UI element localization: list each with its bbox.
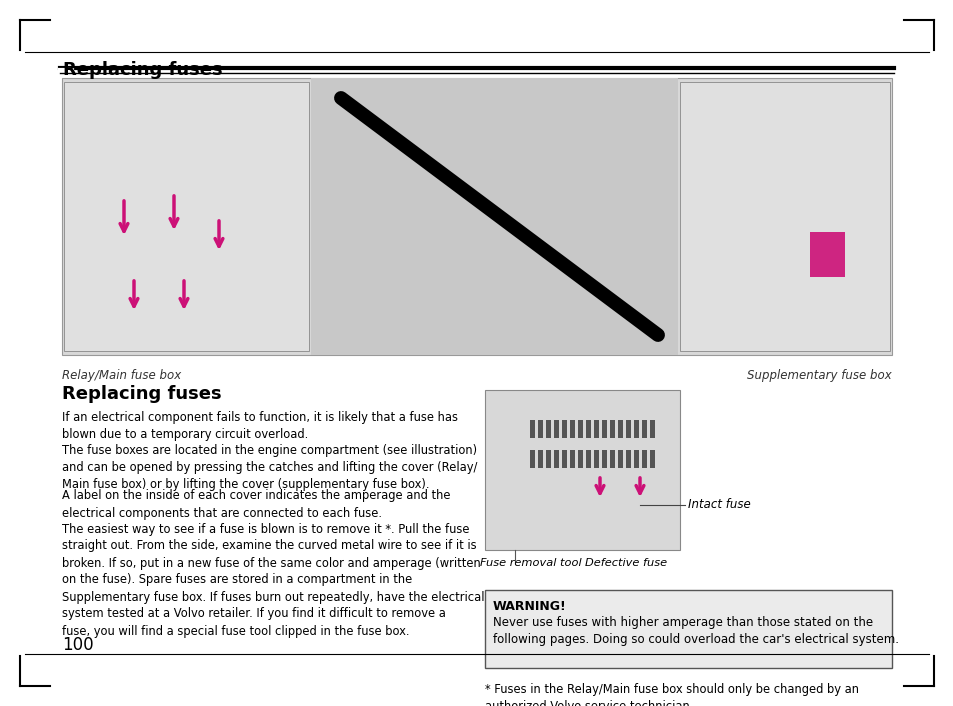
Bar	[545, 450, 551, 468]
Bar	[569, 450, 575, 468]
Text: 100: 100	[62, 636, 93, 654]
Bar	[594, 420, 598, 438]
Bar	[537, 420, 542, 438]
Bar	[649, 450, 655, 468]
Bar	[578, 420, 582, 438]
Bar	[634, 420, 639, 438]
Bar	[62, 78, 891, 355]
Text: The easiest way to see if a fuse is blown is to remove it *. Pull the fuse
strai: The easiest way to see if a fuse is blow…	[62, 522, 484, 638]
Bar	[64, 82, 309, 351]
Bar	[634, 450, 639, 468]
Bar	[809, 232, 844, 277]
Bar	[594, 450, 598, 468]
Bar	[649, 420, 655, 438]
Bar	[609, 420, 615, 438]
Bar	[585, 420, 590, 438]
Bar	[578, 450, 582, 468]
Bar	[618, 420, 622, 438]
Text: Defective fuse: Defective fuse	[584, 558, 666, 568]
Text: Never use fuses with higher amperage than those stated on the
following pages. D: Never use fuses with higher amperage tha…	[493, 616, 898, 646]
Text: If an electrical component fails to function, it is likely that a fuse has
blown: If an electrical component fails to func…	[62, 411, 457, 441]
Bar	[484, 390, 679, 550]
Bar	[641, 420, 646, 438]
Text: Intact fuse: Intact fuse	[687, 498, 750, 512]
Text: Fuse removal tool: Fuse removal tool	[479, 558, 581, 568]
Bar	[679, 82, 889, 351]
Bar	[625, 450, 630, 468]
Text: Replacing fuses: Replacing fuses	[62, 385, 221, 403]
Bar	[537, 450, 542, 468]
Text: * Fuses in the Relay/Main fuse box should only be changed by an
authorized Volvo: * Fuses in the Relay/Main fuse box shoul…	[484, 683, 858, 706]
Text: WARNING!: WARNING!	[493, 600, 566, 613]
Bar	[484, 590, 891, 668]
Bar	[625, 420, 630, 438]
Bar	[530, 420, 535, 438]
Bar	[554, 420, 558, 438]
Bar	[311, 78, 678, 355]
Bar	[601, 420, 606, 438]
Bar	[554, 450, 558, 468]
Bar	[641, 450, 646, 468]
Text: Replacing fuses: Replacing fuses	[63, 61, 222, 79]
Bar	[585, 450, 590, 468]
Bar	[561, 420, 566, 438]
Text: The fuse boxes are located in the engine compartment (see illustration)
and can : The fuse boxes are located in the engine…	[62, 444, 476, 491]
Bar	[569, 420, 575, 438]
Bar	[561, 450, 566, 468]
Bar	[601, 450, 606, 468]
Bar	[618, 450, 622, 468]
Text: Relay/Main fuse box: Relay/Main fuse box	[62, 369, 181, 382]
Bar	[609, 450, 615, 468]
Bar	[545, 420, 551, 438]
Text: A label on the inside of each cover indicates the amperage and the
electrical co: A label on the inside of each cover indi…	[62, 489, 450, 520]
Text: Supplementary fuse box: Supplementary fuse box	[746, 369, 891, 382]
Bar	[530, 450, 535, 468]
